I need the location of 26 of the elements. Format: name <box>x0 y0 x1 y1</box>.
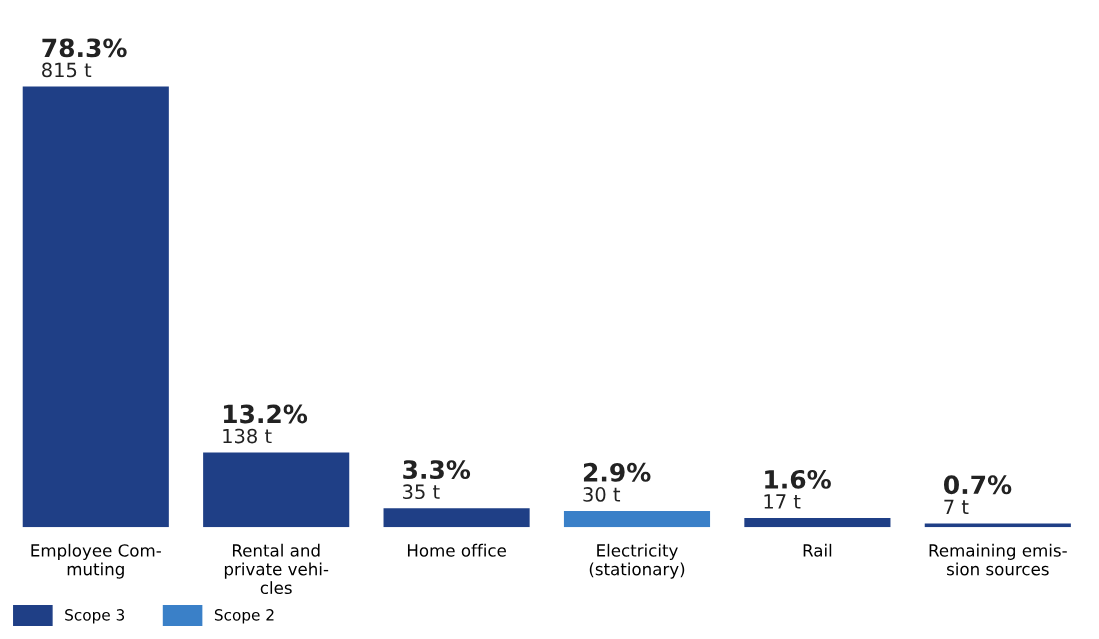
legend-label: Scope 2 <box>214 609 274 624</box>
data-label: 35 t <box>403 484 440 500</box>
data-label: 7 t <box>944 499 969 514</box>
data-label: 138 t <box>223 428 272 444</box>
data-label: 815 t <box>42 62 92 78</box>
x-tick-label: Rental and private vehi- cles <box>224 543 329 595</box>
annotation: 2.9% <box>583 462 651 482</box>
annotation: 1.6% <box>765 469 831 489</box>
x-tick-label: Electricity (stationary) <box>589 543 685 579</box>
data-label: 30 t <box>583 487 621 502</box>
annotation: 0.7% <box>943 475 1012 495</box>
x-tick-label: Employee Com- muting <box>31 543 161 579</box>
x-tick-label: Home office <box>407 543 506 557</box>
bar <box>744 517 891 528</box>
x-tick-label: Remaining emis- sion sources <box>929 543 1067 576</box>
bar <box>203 452 350 528</box>
annotation: 78.3% <box>42 38 127 58</box>
annotation: 3.3% <box>403 460 471 480</box>
legend-label: Scope 3 <box>65 609 125 624</box>
bar <box>22 86 169 528</box>
annotation: 13.2% <box>223 404 308 424</box>
x-tick-label: Rail <box>803 543 832 557</box>
bar <box>924 523 1071 528</box>
data-label: 17 t <box>764 494 801 509</box>
bar <box>563 510 711 528</box>
bar <box>383 508 530 528</box>
